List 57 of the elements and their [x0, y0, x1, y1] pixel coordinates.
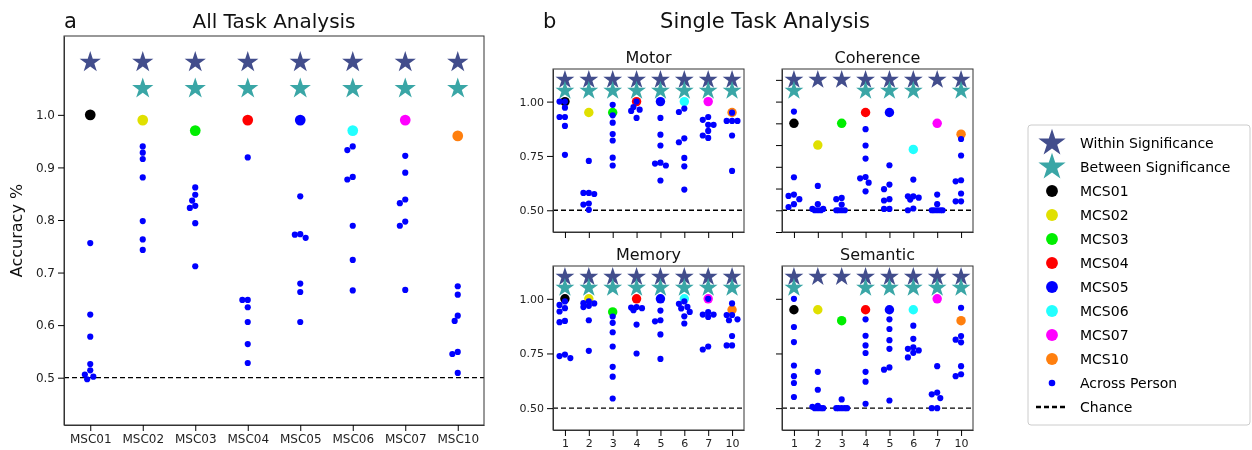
x-tick-label: 1 [561, 436, 569, 450]
x-tick-label: 6 [681, 436, 689, 450]
x-tick-label: 10 [954, 436, 969, 450]
x-tick-label: 7 [705, 436, 713, 450]
x-tick-label: MSC10 [437, 431, 480, 446]
legend-label: MCS05 [1080, 279, 1129, 295]
legend-label: MCS01 [1080, 183, 1129, 199]
chart-title: Memory [615, 245, 682, 264]
legend-label: MCS07 [1080, 327, 1129, 343]
x-tick-label: MSC06 [332, 431, 375, 446]
y-axis-title: Accuracy % [7, 183, 26, 278]
legend-label: MCS02 [1080, 207, 1129, 223]
legend-label: Within Significance [1080, 135, 1214, 151]
legend-label: MCS04 [1080, 255, 1129, 271]
legend-label: Chance [1080, 399, 1133, 415]
x-tick-label: 6 [910, 436, 918, 450]
x-tick-label: MSC01 [69, 431, 112, 446]
x-tick-label: 7 [934, 436, 942, 450]
y-tick-label: 0.5 [35, 371, 55, 386]
y-tick-label: 1.0 [35, 108, 55, 123]
legend-label: MCS06 [1080, 303, 1129, 319]
text: a [64, 9, 77, 33]
y-tick-label: 0.6 [35, 318, 55, 333]
x-tick-label: 4 [862, 436, 870, 450]
y-tick-label: 0.75 [519, 347, 544, 361]
y-tick-label: 0.50 [519, 204, 544, 218]
x-tick-label: 1 [790, 436, 798, 450]
x-tick-label: 3 [838, 436, 846, 450]
x-tick-label: MSC05 [279, 431, 322, 446]
chart-title: All Task Analysis [192, 9, 356, 33]
x-tick-label: 3 [609, 436, 617, 450]
legend-label: MCS03 [1080, 231, 1129, 247]
legend-label: MCS10 [1080, 351, 1129, 367]
y-tick-label: 0.7 [35, 265, 55, 280]
text: b [543, 9, 557, 33]
x-tick-label: MSC04 [227, 431, 270, 446]
y-tick-label: 0.50 [519, 402, 544, 416]
y-tick-label: 0.9 [35, 160, 55, 175]
x-tick-label: 2 [585, 436, 593, 450]
chart-title: Motor [625, 48, 673, 67]
y-tick-label: 1.00 [519, 292, 544, 306]
y-tick-label: 1.00 [519, 95, 544, 109]
chart-title: Coherence [834, 48, 921, 67]
x-tick-label: 10 [725, 436, 740, 450]
y-tick-label: 0.8 [35, 213, 55, 228]
x-tick-label: 5 [886, 436, 894, 450]
x-tick-label: 2 [814, 436, 822, 450]
legend-label: Between Significance [1080, 159, 1231, 175]
x-tick-label: 5 [657, 436, 665, 450]
chart-title: Semantic [839, 245, 916, 264]
text: Single Task Analysis [660, 9, 870, 33]
x-tick-label: 4 [633, 436, 641, 450]
x-tick-label: MSC07 [384, 431, 427, 446]
y-tick-label: 0.75 [519, 149, 544, 163]
x-tick-label: MSC03 [174, 431, 217, 446]
legend-label: Across Person [1080, 375, 1178, 391]
x-tick-label: MSC02 [122, 431, 165, 446]
